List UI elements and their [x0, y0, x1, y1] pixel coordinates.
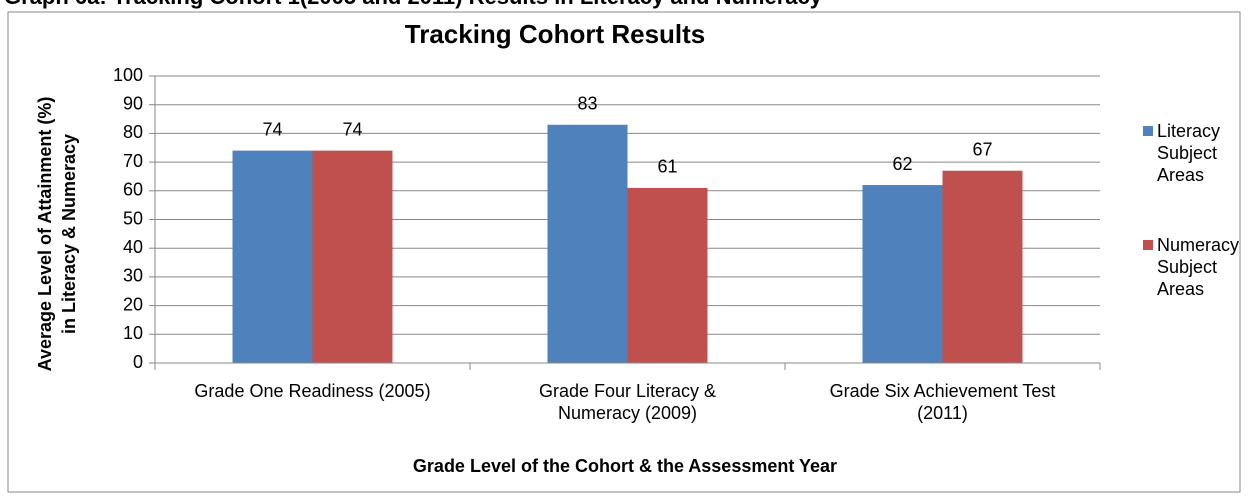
data-label: 61 — [657, 157, 677, 177]
data-label: 83 — [577, 94, 597, 114]
page-heading: Graph 6a: Tracking Cohort 1(2005 and 201… — [4, 0, 823, 9]
chart-title: Tracking Cohort Results — [405, 19, 706, 49]
x-tick-label: Grade Four Literacy & Numeracy (2009) — [538, 381, 717, 423]
bar — [232, 150, 313, 363]
bar — [942, 170, 1023, 363]
legend-swatch — [1143, 240, 1153, 250]
y-axis-title: Average Level of Attainment (%) in Liter… — [35, 96, 79, 372]
legend-label: Numeracy Subject Areas — [1157, 235, 1240, 299]
y-tick-label: 40 — [123, 237, 143, 257]
y-tick-label: 0 — [133, 352, 143, 372]
y-tick-label: 60 — [123, 180, 143, 200]
data-label: 74 — [262, 119, 282, 139]
bar — [627, 187, 708, 363]
y-tick-label: 100 — [113, 65, 143, 85]
legend-swatch — [1143, 126, 1153, 136]
x-tick-label: Grade One Readiness (2005) — [194, 381, 431, 401]
x-tick-label: Grade Six Achievement Test (2011) — [829, 381, 1056, 423]
y-tick-label: 90 — [123, 93, 143, 113]
y-tick-label: 20 — [123, 294, 143, 314]
data-label: 74 — [342, 119, 362, 139]
y-tick-label: 30 — [123, 266, 143, 286]
y-tick-label: 50 — [123, 208, 143, 228]
data-label: 67 — [972, 139, 992, 159]
y-tick-label: 10 — [123, 323, 143, 343]
x-axis-title: Grade Level of the Cohort & the Assessme… — [413, 456, 837, 476]
data-label: 62 — [892, 154, 912, 174]
legend-label: Literacy Subject Areas — [1157, 121, 1221, 185]
bar — [547, 124, 628, 363]
bar — [862, 185, 943, 363]
y-tick-label: 70 — [123, 151, 143, 171]
bar — [312, 150, 393, 363]
y-tick-label: 80 — [123, 122, 143, 142]
chart-frame — [7, 11, 1241, 493]
